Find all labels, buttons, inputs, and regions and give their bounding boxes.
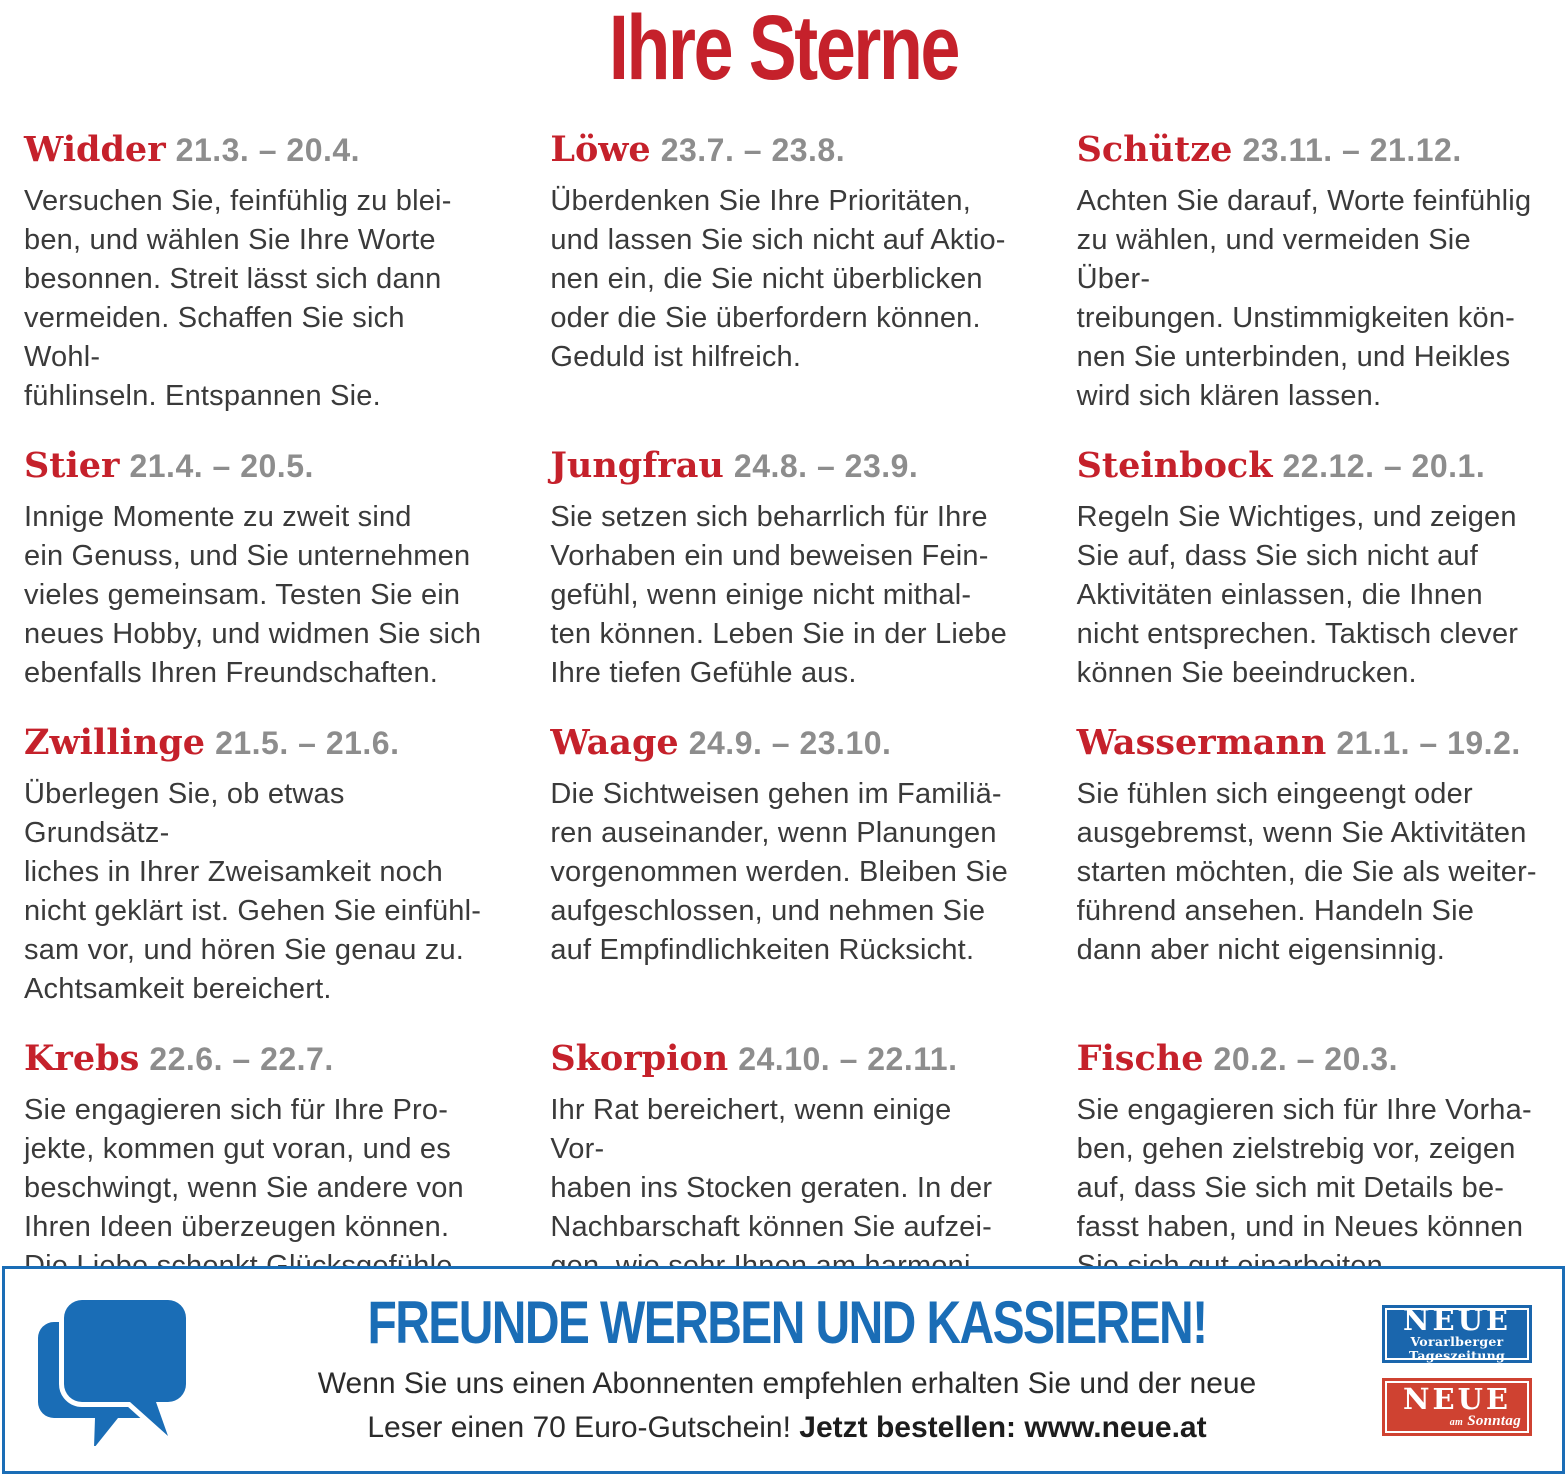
entry-jungfrau: Jungfrau 24.8. – 23.9. Sie setzen sich be…: [550, 444, 1010, 693]
promo-headline: FREUNDE WERBEN UND KASSIEREN!: [367, 1289, 1209, 1356]
logo-subtitle-prefix: am: [1449, 1416, 1464, 1428]
promo-line1: Wenn Sie uns einen Abonnenten empfehlen …: [317, 1367, 1257, 1400]
sign-dates: 21.5. – 21.6.: [215, 725, 400, 761]
sign-name: Jungfrau: [550, 445, 724, 486]
sign-name: Krebs: [24, 1038, 140, 1079]
sign-dates: 24.8. – 23.9.: [733, 448, 919, 484]
sign-dates: 21.1. – 19.2.: [1336, 725, 1521, 761]
promo-banner: FREUNDE WERBEN UND KASSIEREN! Wenn Sie u…: [2, 1266, 1565, 1474]
sign-name: Fische: [1076, 1038, 1204, 1079]
entry-loewe: Löwe 23.7. – 23.8. Überdenken Sie Ihre Pr…: [550, 128, 1010, 416]
logo-title: NEUE: [1402, 1302, 1511, 1337]
promo-cta: Jetzt bestellen: www.neue.at: [799, 1411, 1207, 1444]
sign-text: Versuchen Sie, feinfühlig zu blei- ben, …: [24, 185, 452, 412]
sign-text: Achten Sie darauf, Worte feinfühlig zu w…: [1076, 185, 1532, 412]
sign-dates: 22.12. – 20.1.: [1282, 448, 1486, 484]
logo-title: NEUE: [1402, 1381, 1511, 1416]
promo-line2: Leser einen 70 Euro-Gutschein! Jetzt bes…: [220, 1407, 1354, 1449]
page-title: Ihre Sterne: [608, 0, 960, 99]
entry-steinbock: Steinbock 22.12. – 20.1. Regeln Sie Wicht…: [1077, 444, 1537, 693]
speech-bubbles-icon: [5, 1294, 220, 1446]
sign-name: Waage: [550, 722, 679, 763]
promo-logos: NEUE Vorarlberger Tageszeitung NEUE am S…: [1354, 1302, 1562, 1436]
sign-text: Sie fühlen sich eingeengt oder ausgebrem…: [1076, 778, 1537, 966]
entry-stier: Stier 21.4. – 20.5. Innige Momente zu zwe…: [24, 444, 484, 693]
sign-text: Sie setzen sich beharrlich für Ihre Vorh…: [550, 501, 1007, 689]
logo-subtitle: Vorarlberger Tageszeitung: [1408, 1333, 1506, 1363]
sign-dates: 22.6. – 22.7.: [149, 1041, 334, 1077]
sign-name: Zwillinge: [24, 722, 206, 763]
entry-schuetze: Schütze 23.11. – 21.12. Achten Sie darauf…: [1077, 128, 1537, 416]
sign-text: Regeln Sie Wichtiges, und zeigen Sie auf…: [1076, 501, 1519, 689]
sign-dates: 20.2. – 20.3.: [1213, 1041, 1398, 1077]
sign-name: Steinbock: [1076, 445, 1273, 486]
promo-text-block: FREUNDE WERBEN UND KASSIEREN! Wenn Sie u…: [220, 1289, 1354, 1451]
sign-name: Wassermann: [1076, 722, 1327, 763]
horoscope-grid: Widder 21.3. – 20.4. Versuchen Sie, feinf…: [0, 102, 1567, 1325]
sign-dates: 24.9. – 23.10.: [688, 725, 892, 761]
sign-text: Sie engagieren sich für Ihre Pro- jekte,…: [24, 1094, 464, 1282]
sign-name: Schütze: [1076, 129, 1233, 170]
sign-dates: 21.4. – 20.5.: [129, 448, 314, 484]
promo-line2-text: Leser einen 70 Euro-Gutschein!: [367, 1411, 791, 1444]
sign-dates: 24.10. – 22.11.: [738, 1041, 958, 1077]
entry-zwillinge: Zwillinge 21.5. – 21.6. Überlegen Sie, ob…: [24, 721, 484, 1009]
sign-dates: 23.7. – 23.8.: [660, 132, 846, 168]
entry-wassermann: Wassermann 21.1. – 19.2. Sie fühlen sich …: [1077, 721, 1537, 1009]
sign-dates: 23.11. – 21.12.: [1242, 132, 1462, 168]
logo-subtitle-main: Sonntag: [1467, 1412, 1521, 1429]
sign-text: Die Sichtweisen gehen im Familiä- ren au…: [550, 778, 1008, 966]
sign-dates: 21.3. – 20.4.: [175, 132, 361, 168]
logo-subtitle: am Sonntag: [1393, 1412, 1521, 1430]
sign-name: Skorpion: [550, 1038, 729, 1079]
sign-name: Widder: [24, 129, 166, 170]
sign-text: Innige Momente zu zweit sind ein Genuss,…: [24, 501, 482, 689]
sign-name: Löwe: [550, 129, 651, 170]
entry-waage: Waage 24.9. – 23.10. Die Sichtweisen gehe…: [550, 721, 1010, 1009]
sign-name: Stier: [24, 445, 120, 486]
sign-text: Überdenken Sie Ihre Prioritäten, und las…: [550, 185, 1006, 373]
neue-tageszeitung-logo: NEUE Vorarlberger Tageszeitung: [1382, 1302, 1532, 1363]
sign-text: Sie engagieren sich für Ihre Vorha- ben,…: [1076, 1094, 1532, 1282]
sign-text: Überlegen Sie, ob etwas Grundsätz- liche…: [24, 778, 482, 1005]
entry-widder: Widder 21.3. – 20.4. Versuchen Sie, feinf…: [24, 128, 484, 416]
neue-am-sonntag-logo: NEUE am Sonntag: [1382, 1377, 1532, 1436]
